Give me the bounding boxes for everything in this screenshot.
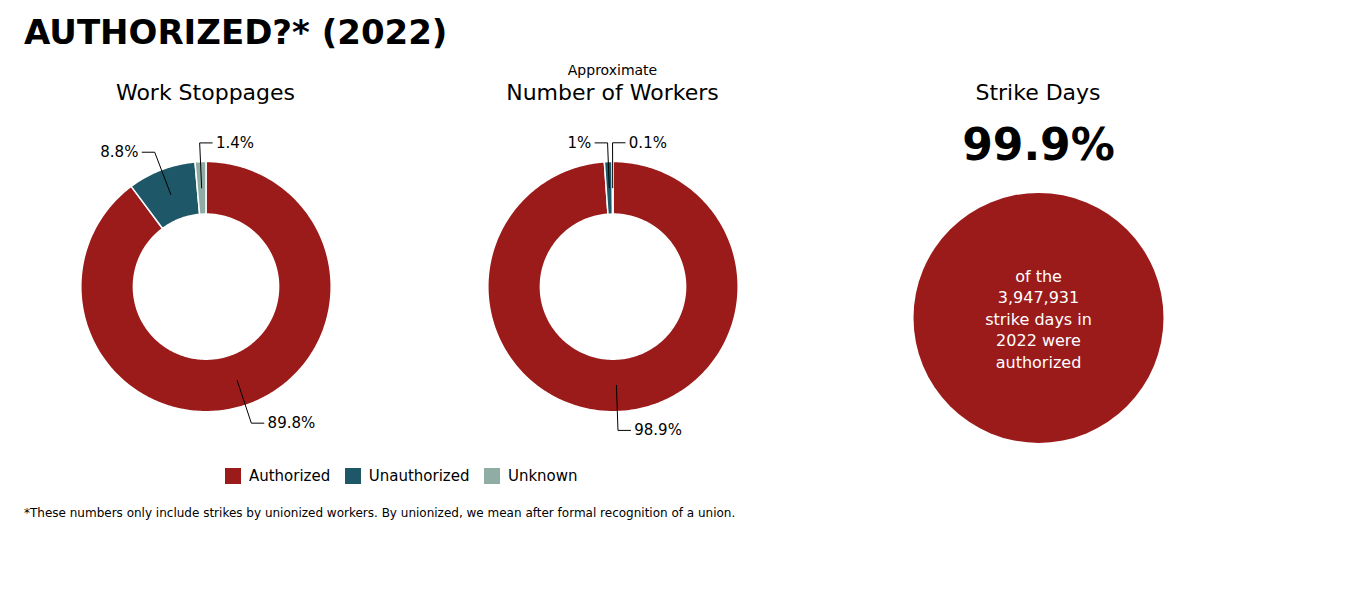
svg-text:99.9%: 99.9% — [962, 119, 1115, 170]
html-text:Work Stoppages: Work Stoppages — [115, 80, 296, 105]
html-text:Unauthorized: Unauthorized — [368, 466, 470, 485]
html-text:Authorized: Authorized — [248, 466, 331, 485]
svg-text:0.1%: 0.1% — [629, 134, 667, 152]
html-text:AUTHORIZED?* (2022): AUTHORIZED?* (2022) — [24, 12, 448, 52]
svg-text:of the3,947,931strike days in2: of the3,947,931strike days in2022 wereau… — [985, 267, 1092, 372]
svg-text:1%: 1% — [568, 134, 592, 152]
html-text:Strike Days: Strike Days — [975, 80, 1101, 105]
svg-text:89.8%: 89.8% — [268, 414, 316, 432]
html-text:*These numbers only include st: *These numbers only include strikes by u… — [24, 505, 736, 520]
svg-text:8.8%: 8.8% — [100, 143, 138, 161]
html-text:Unknown: Unknown — [507, 466, 578, 485]
svg-text:1.4%: 1.4% — [216, 134, 254, 152]
html-text:Approximate: Approximate — [567, 62, 658, 78]
svg-text:98.9%: 98.9% — [634, 421, 682, 439]
html-text:Number of Workers: Number of Workers — [506, 80, 719, 105]
